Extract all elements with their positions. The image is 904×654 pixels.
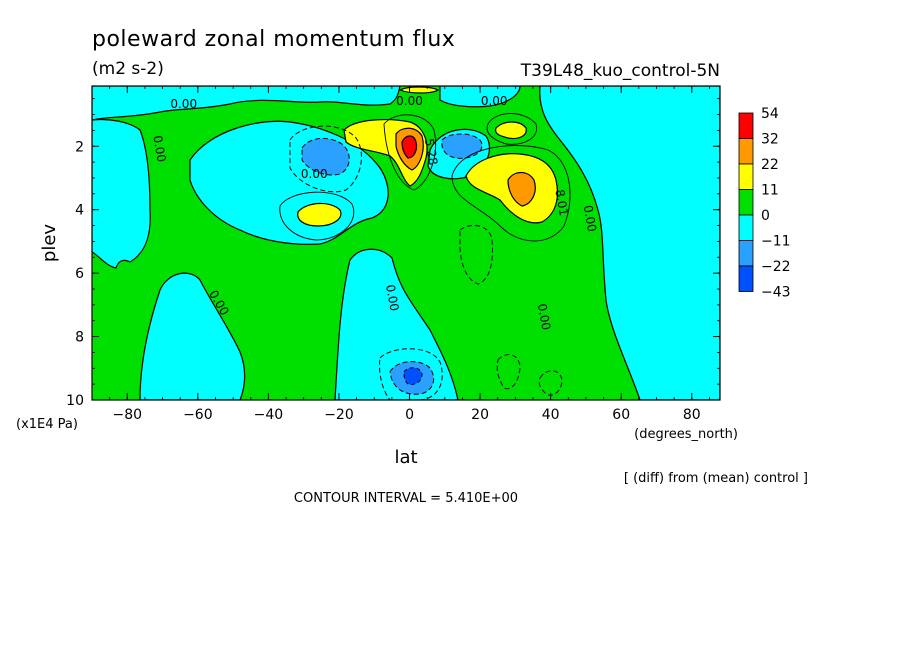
y-tick-label: 2 — [75, 139, 84, 155]
region-negative-medium-a — [301, 138, 350, 176]
region-positive-medium-d — [495, 121, 527, 140]
contour-label: 0.00 — [150, 134, 168, 163]
region-negative-top — [92, 86, 401, 121]
colorbar-label: 54 — [761, 106, 779, 122]
diff-note: [ (diff) from (mean) control ] — [624, 471, 808, 486]
contour-label: 0.00 — [481, 94, 508, 108]
run-label: T39L48_kuo_control-5N — [520, 61, 720, 81]
contour-label: 0.00 — [396, 94, 423, 108]
region-negative-max — [403, 367, 423, 385]
region-negative-right — [539, 86, 720, 400]
colorbar-label: −43 — [761, 285, 791, 301]
region-positive-max — [401, 135, 418, 159]
colorbar-label: 22 — [761, 157, 779, 173]
y-tick-label: 6 — [75, 266, 84, 282]
y-axis-units: (x1E4 Pa) — [16, 417, 78, 432]
contour-label: 0.00 — [301, 167, 328, 181]
contour-label: 8.01 — [552, 188, 570, 217]
region-positive-medium-e — [398, 86, 440, 94]
x-tick-label: 0 — [405, 407, 414, 423]
colorbar-swatch — [738, 163, 754, 190]
region-positive-large-b — [507, 171, 536, 207]
region-negative-bottom-center — [334, 248, 459, 400]
x-tick-label: 80 — [683, 407, 701, 423]
x-axis-label: lat — [394, 447, 417, 468]
region-negative-medium-b — [441, 133, 483, 159]
chart-title: poleward zonal momentum flux — [92, 27, 455, 52]
colorbar-swatch — [738, 265, 754, 292]
chart-units: (m2 s-2) — [92, 59, 164, 79]
colorbar: 54 32 22 11 0 −11 −22 −43 — [738, 106, 791, 301]
contour-interval: CONTOUR INTERVAL = 5.410E+00 — [294, 491, 518, 506]
contour-label: 5.28 — [422, 138, 440, 167]
filled-contours — [92, 86, 720, 400]
colorbar-swatch — [738, 138, 754, 165]
x-tick-label: −80 — [113, 407, 143, 423]
x-tick-label: −40 — [254, 407, 284, 423]
colorbar-label: 32 — [761, 132, 779, 148]
region-negative-bottom-left — [139, 272, 246, 400]
colorbar-label: −11 — [761, 234, 791, 250]
contour-labels: 0.000.000.000.00 0.000.00 0.000.000.008.01… — [150, 94, 599, 331]
region-negative-top-mid — [439, 86, 521, 108]
y-axis: 2 4 6 8 10 — [66, 98, 720, 409]
colorbar-label: 11 — [761, 183, 779, 199]
colorbar-label: 0 — [761, 208, 770, 224]
y-axis-label: plev — [39, 224, 60, 263]
region-negative-left — [92, 118, 151, 269]
x-axis-units: (degrees_north) — [634, 427, 738, 442]
x-tick-label: −60 — [183, 407, 213, 423]
colorbar-swatch — [738, 214, 754, 241]
negative-contours — [289, 125, 563, 400]
y-tick-label: 4 — [75, 203, 84, 219]
contour-label: 0.00 — [170, 97, 197, 111]
x-tick-label: −20 — [324, 407, 354, 423]
x-tick-label: 40 — [542, 407, 560, 423]
x-tick-label: 60 — [612, 407, 630, 423]
positive-contours — [279, 113, 571, 242]
contour-label: 0.00 — [581, 204, 599, 233]
y-tick-label: 8 — [75, 330, 84, 346]
contour-label: 0.00 — [535, 302, 553, 331]
colorbar-swatch — [738, 189, 754, 216]
x-axis: −80 −60 −40 −20 0 20 40 60 80 — [91, 86, 710, 423]
y-tick-label: 10 — [66, 393, 84, 409]
colorbar-label: −22 — [761, 259, 791, 275]
plot-area — [91, 85, 721, 401]
contour-label: 0.00 — [383, 283, 401, 312]
region-positive-medium-c — [297, 202, 342, 227]
plot-frame — [91, 85, 721, 401]
colorbar-swatch — [738, 240, 754, 267]
x-tick-label: 20 — [471, 407, 489, 423]
colorbar-swatch — [738, 112, 754, 139]
